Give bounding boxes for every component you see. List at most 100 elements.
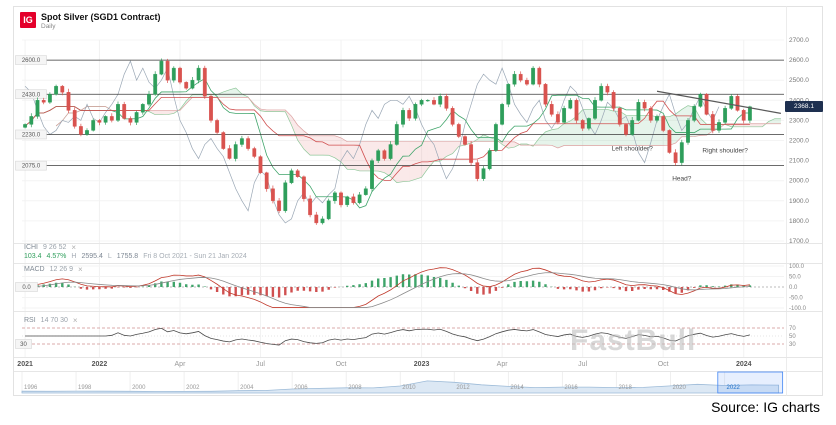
ichimoku-cloud xyxy=(564,121,571,146)
price-axis-label: 2500.0 xyxy=(789,77,809,84)
navigator-year-label: 2020 xyxy=(673,385,687,391)
high-value: 2595.4 xyxy=(81,253,103,260)
macd-legend: MACD 12 26 9 × xyxy=(24,265,83,274)
ichimoku-close-icon[interactable]: × xyxy=(71,243,77,252)
ichimoku-label: ICHI xyxy=(24,244,38,251)
navigator-year-label: 2008 xyxy=(348,385,362,391)
macd-params: 12 26 9 xyxy=(49,266,73,273)
ichimoku-cloud xyxy=(316,135,323,156)
ichimoku-cloud xyxy=(638,115,645,146)
macd-line xyxy=(25,267,750,308)
price-axis-label: 2200.0 xyxy=(789,138,809,145)
ichimoku-cloud xyxy=(502,141,509,149)
macd-axis-label: 0.0 xyxy=(789,285,798,291)
ichimoku-params: 9 26 52 xyxy=(43,244,67,251)
ichimoku-cloud xyxy=(297,125,304,150)
rsi-axis-label: 70 xyxy=(789,326,796,332)
hline-label-box xyxy=(15,55,47,65)
macd-left-label: 0.0 xyxy=(22,285,31,291)
rsi-label: RSI xyxy=(24,317,36,324)
navigator-area xyxy=(21,380,779,394)
trendline[interactable] xyxy=(656,90,782,114)
x-axis-label: Oct xyxy=(658,361,669,368)
ichimoku-cloud xyxy=(235,88,242,98)
rsi-axis-label: 50 xyxy=(789,334,796,340)
navigator-year-label: 2016 xyxy=(564,385,578,391)
ichimoku-cloud xyxy=(328,135,335,158)
ichimoku-cloud xyxy=(545,129,552,146)
chikou-line xyxy=(24,60,720,224)
x-axis-label: 2024 xyxy=(736,361,752,368)
ichimoku-cloud xyxy=(570,116,577,146)
navigator-year-label: 2000 xyxy=(132,385,146,391)
ichimoku-cloud xyxy=(749,123,757,127)
ichimoku-cloud xyxy=(229,88,236,98)
ichimoku-cloud xyxy=(359,141,366,171)
macd-close-icon[interactable]: × xyxy=(77,265,83,274)
ichimoku-cloud xyxy=(452,141,459,154)
hline-label-box xyxy=(15,89,47,100)
ichimoku-cloud xyxy=(279,109,286,112)
ichimoku-cloud xyxy=(260,109,267,112)
ichimoku-cloud xyxy=(192,94,199,98)
low-value: 1755.8 xyxy=(116,253,139,260)
ichimoku-cloud xyxy=(700,118,707,136)
ichimoku-cloud xyxy=(644,115,651,146)
ichimoku-cloud xyxy=(514,141,521,148)
low-label: L xyxy=(107,253,112,260)
ichimoku-cloud xyxy=(272,109,280,112)
ichimoku-cloud xyxy=(557,123,565,148)
annotation-text: Right shoulder? xyxy=(702,148,748,155)
ichimoku-cloud xyxy=(396,141,403,183)
x-axis-label: 2022 xyxy=(92,361,108,368)
annotation-text: Left shoulder? xyxy=(612,146,654,153)
price-axis-label: 1700.0 xyxy=(789,238,809,245)
ichimoku-cloud xyxy=(440,141,447,162)
ig-logo: IG xyxy=(20,12,36,28)
ichimoku-cloud xyxy=(341,137,348,170)
rsi-close-icon[interactable]: × xyxy=(72,316,78,325)
ichimoku-cloud xyxy=(756,123,763,127)
price-axis-label: 2300.0 xyxy=(789,117,809,124)
down-candle-bodies xyxy=(41,60,746,224)
ichimoku-cloud xyxy=(433,141,441,162)
macd-label: MACD xyxy=(24,266,45,273)
ichimoku-cloud xyxy=(161,110,168,115)
hline-label: 2430.0 xyxy=(22,92,41,98)
rsi-left-label: 30 xyxy=(20,342,27,348)
rsi-line xyxy=(25,327,751,346)
macd-axis-label: 100.0 xyxy=(789,264,805,270)
ichimoku-cloud xyxy=(768,118,775,124)
ichimoku-cloud xyxy=(477,134,484,142)
x-axis-label: Jul xyxy=(256,361,265,368)
ichimoku-cloud xyxy=(266,109,273,112)
navigator-year-label: 2010 xyxy=(402,385,416,391)
ichimoku-cloud xyxy=(403,141,410,182)
x-axis-label: Jul xyxy=(578,361,587,368)
ichimoku-cloud xyxy=(508,141,515,149)
instrument-header: IG Spot Silver (SGD1 Contract) Daily xyxy=(20,12,161,30)
navigator-selection[interactable] xyxy=(717,371,784,394)
price-axis-label: 2000.0 xyxy=(789,178,809,185)
navigator-year-label: 2014 xyxy=(510,385,524,391)
ichimoku-cloud xyxy=(539,131,546,146)
ichimoku-cloud xyxy=(347,141,354,170)
ichimoku-values: 103.4 4.57% H 2595.4 L 1755.8 Fri 8 Oct … xyxy=(24,253,247,260)
annotation-text: Head? xyxy=(672,176,692,183)
ichimoku-cloud xyxy=(446,141,453,157)
ichimoku-cloud xyxy=(409,141,416,182)
timeframe-label: Daily xyxy=(41,23,56,30)
change-value: 103.4 xyxy=(24,253,42,260)
navigator-year-label: 2006 xyxy=(294,385,308,391)
navigator-year-label: 1996 xyxy=(24,385,38,391)
ichimoku-cloud xyxy=(421,141,428,178)
navigator-year-label: 2012 xyxy=(456,385,470,391)
navigator-year-label: 2018 xyxy=(618,385,632,391)
ichimoku-cloud xyxy=(378,141,385,173)
last-price-badge: 2368.1 xyxy=(785,101,823,112)
kijun-line xyxy=(24,96,750,181)
up-candle-bodies xyxy=(23,60,752,224)
price-axis-label: 2100.0 xyxy=(789,158,809,165)
ichimoku-cloud xyxy=(322,135,329,156)
chart-canvas: 2600.0 2430.0 2230.0 2075.0 Left shoulder? He… xyxy=(13,6,823,396)
